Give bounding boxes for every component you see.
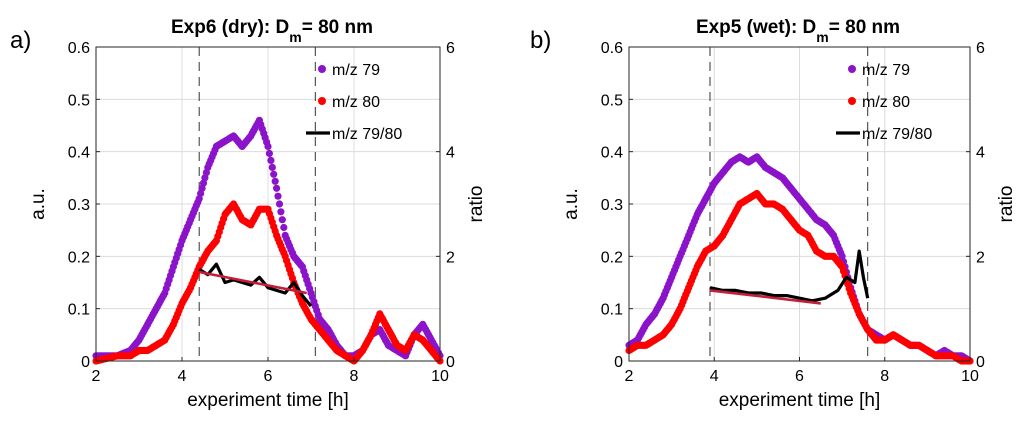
panel-b: b) Exp5 (wet): Dm= 80 nm 2 4 6 8 10 experimen… bbox=[530, 17, 1017, 411]
y2-tick-label: 2 bbox=[446, 249, 455, 266]
y2-tick-label: 6 bbox=[446, 40, 455, 57]
legend-label: m/z 79 bbox=[332, 62, 380, 79]
y-tick-label: 0.3 bbox=[601, 197, 623, 214]
data-point bbox=[277, 208, 285, 216]
y-tick-label: 0.4 bbox=[68, 145, 90, 162]
legend-label: m/z 80 bbox=[862, 94, 910, 111]
x-tick-label: 4 bbox=[178, 368, 187, 385]
legend-item: m/z 79/80 bbox=[836, 126, 932, 143]
y-tick-label: 0.2 bbox=[68, 249, 90, 266]
series-m-z-79 bbox=[92, 116, 444, 360]
y-tick-label: 0 bbox=[81, 354, 90, 371]
series-m-z-80 bbox=[625, 189, 974, 365]
data-point bbox=[264, 142, 272, 150]
x-axis: 2 4 6 8 10 bbox=[92, 357, 449, 385]
y-tick-label: 0.3 bbox=[68, 197, 90, 214]
y-axis-left: 0 0.1 0.2 0.3 0.4 0.5 0.6 bbox=[601, 40, 633, 371]
data-point bbox=[280, 223, 288, 232]
data-point bbox=[270, 170, 278, 178]
x-tick-label: 10 bbox=[431, 368, 449, 385]
y-axis-label: a.u. bbox=[561, 188, 582, 220]
series-fit-line bbox=[198, 270, 307, 295]
x-tick-label: 6 bbox=[795, 368, 804, 385]
y2-tick-label: 0 bbox=[446, 354, 455, 371]
panel-label: a) bbox=[10, 27, 31, 54]
x-tick-label: 10 bbox=[961, 368, 979, 385]
y-axis-right: 0 2 4 6 bbox=[436, 40, 455, 371]
x-axis-label: experiment time [h] bbox=[187, 390, 349, 411]
ratio-line bbox=[198, 262, 313, 308]
y2-tick-label: 4 bbox=[976, 145, 985, 162]
x-tick-label: 6 bbox=[264, 368, 273, 385]
data-point bbox=[274, 192, 282, 200]
legend-item: m/z 80 bbox=[848, 94, 910, 111]
y-axis-right: 0 2 4 6 bbox=[966, 40, 985, 371]
legend-label: m/z 79/80 bbox=[332, 126, 402, 143]
y-tick-label: 0.2 bbox=[601, 249, 623, 266]
legend-item: m/z 79 bbox=[318, 62, 380, 79]
y-axis-left: 0 0.1 0.2 0.3 0.4 0.5 0.6 bbox=[68, 40, 100, 371]
legend-item: m/z 79 bbox=[848, 62, 910, 79]
series-m-z-79-80 bbox=[709, 249, 870, 303]
x-axis-label: experiment time [h] bbox=[719, 390, 881, 411]
legend-item: m/z 80 bbox=[318, 94, 380, 111]
trend-fit-line bbox=[198, 270, 307, 295]
series-m-z-80 bbox=[92, 200, 444, 365]
y-tick-label: 0.5 bbox=[601, 92, 623, 109]
x-tick-label: 8 bbox=[880, 368, 889, 385]
y2-axis-label: ratio bbox=[466, 186, 487, 223]
data-point bbox=[268, 163, 276, 171]
chart-title: Exp5 (wet): Dm= 80 nm bbox=[696, 17, 900, 45]
legend-marker bbox=[318, 97, 326, 105]
y-tick-label: 0.6 bbox=[68, 40, 90, 57]
data-point bbox=[271, 177, 279, 185]
legend-marker bbox=[848, 97, 856, 105]
x-tick-label: 2 bbox=[625, 368, 634, 385]
gridlines bbox=[95, 46, 441, 362]
y-tick-label: 0.6 bbox=[601, 40, 623, 57]
chart-title: Exp6 (dry): Dm= 80 nm bbox=[171, 17, 373, 45]
legend: m/z 79 m/z 80 m/z 79/80 bbox=[836, 62, 932, 143]
trend-fit-line bbox=[709, 289, 821, 305]
data-point bbox=[265, 149, 273, 157]
ratio-line bbox=[709, 249, 870, 303]
plot-area: 2 4 6 8 10 experiment time [h] 0 0.1 0.2 0.3 0.4 0.… bbox=[561, 40, 1017, 411]
panel-label: b) bbox=[530, 27, 551, 54]
y2-axis-label: ratio bbox=[996, 186, 1017, 223]
legend-marker bbox=[848, 65, 856, 73]
y-tick-label: 0.1 bbox=[68, 302, 90, 319]
legend-label: m/z 80 bbox=[332, 94, 380, 111]
data-point bbox=[267, 156, 275, 164]
y-tick-label: 0.5 bbox=[68, 92, 90, 109]
data-point bbox=[275, 200, 284, 208]
y2-tick-label: 4 bbox=[446, 145, 455, 162]
x-tick-label: 2 bbox=[92, 368, 101, 385]
legend-label: m/z 79/80 bbox=[862, 126, 932, 143]
y-axis-label: a.u. bbox=[28, 188, 49, 220]
series-fit-line bbox=[709, 289, 821, 305]
data-point bbox=[273, 184, 281, 192]
y-tick-label: 0 bbox=[614, 354, 623, 371]
legend: m/z 79 m/z 80 m/z 79/80 bbox=[306, 62, 402, 143]
x-axis: 2 4 6 8 10 bbox=[625, 357, 979, 385]
y2-tick-label: 0 bbox=[976, 354, 985, 371]
y-tick-label: 0.1 bbox=[601, 302, 623, 319]
series-m-z-79-80 bbox=[198, 262, 313, 308]
y-tick-label: 0.4 bbox=[601, 145, 623, 162]
y2-tick-label: 6 bbox=[976, 40, 985, 57]
data-point bbox=[278, 216, 286, 224]
x-tick-label: 8 bbox=[350, 368, 359, 385]
legend-item: m/z 79/80 bbox=[306, 126, 402, 143]
plot-area: 2 4 6 8 10 experiment time [h] 0 0.1 0.2 0.3 0.4 0.… bbox=[28, 40, 487, 411]
panel-a: a) Exp6 (dry): Dm= 80 nm 2 4 6 8 10 experimen… bbox=[10, 17, 487, 411]
x-tick-label: 4 bbox=[710, 368, 719, 385]
y2-tick-label: 2 bbox=[976, 249, 985, 266]
legend-marker bbox=[318, 65, 326, 73]
legend-label: m/z 79 bbox=[862, 62, 910, 79]
